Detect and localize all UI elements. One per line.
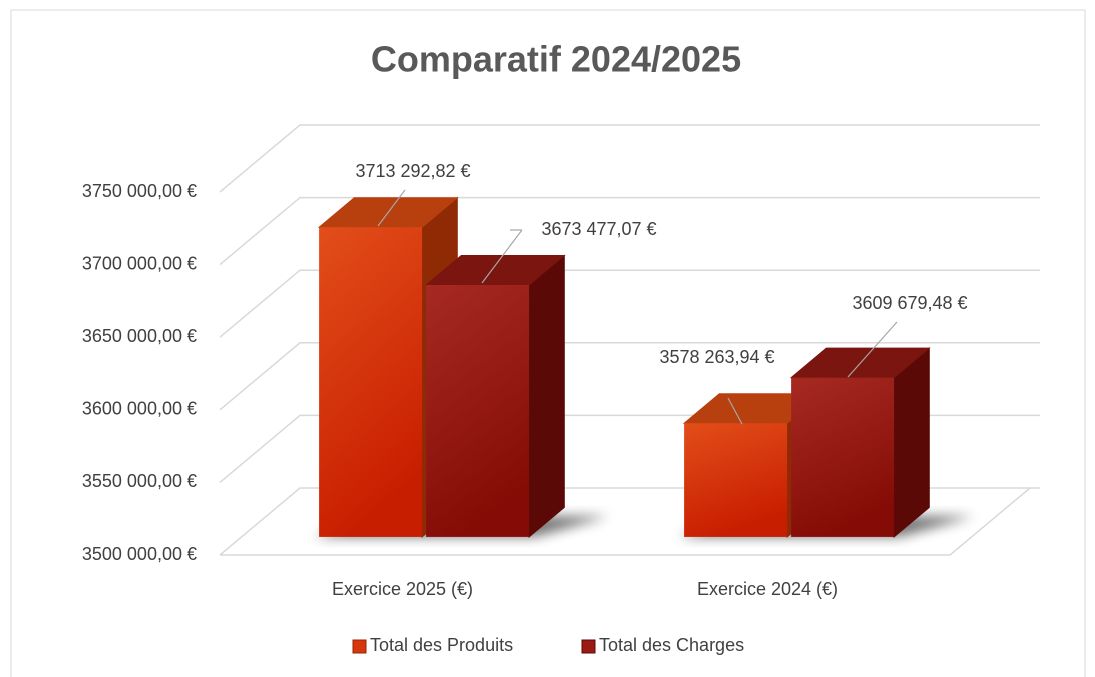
bar-side: [893, 347, 930, 538]
leader-line: [377, 189, 406, 227]
x-tick-label: Exercice 2025 (€): [332, 579, 473, 599]
y-tick-label: 3650 000,00 €: [82, 326, 197, 346]
y-tick-label: 3600 000,00 €: [82, 399, 197, 419]
bar: [319, 227, 423, 537]
leader-line: [481, 229, 523, 284]
legend-label: Total des Charges: [599, 635, 744, 655]
data-label: 3713 292,82 €: [355, 161, 470, 181]
data-label: 3609 679,48 €: [852, 293, 967, 313]
y-tick-label: 3750 000,00 €: [82, 181, 197, 201]
floor-edge: [220, 487, 1031, 556]
chart-title: Comparatif 2024/2025: [371, 39, 741, 80]
leader-line: [847, 321, 898, 378]
y-tick-label: 3700 000,00 €: [82, 253, 197, 273]
y-tick-label: 3550 000,00 €: [82, 471, 197, 491]
bar: [791, 377, 895, 537]
legend-swatch: [581, 639, 596, 654]
data-label: 3673 477,07 €: [541, 219, 656, 239]
grid-line: [219, 342, 1040, 411]
grid-line: [219, 124, 1040, 193]
bar: [426, 285, 530, 537]
leader-line: [727, 397, 743, 425]
chart-border: [10, 9, 1086, 677]
legend-label: Total des Produits: [370, 635, 513, 655]
bar-side: [528, 254, 565, 538]
y-tick-label: 3500 000,00 €: [82, 544, 197, 564]
x-tick-label: Exercice 2024 (€): [697, 579, 838, 599]
bar: [684, 423, 788, 537]
grid-line: [219, 196, 1040, 266]
legend-swatch: [352, 639, 367, 654]
grid-line: [219, 269, 1040, 338]
data-label: 3578 263,94 €: [659, 347, 774, 367]
